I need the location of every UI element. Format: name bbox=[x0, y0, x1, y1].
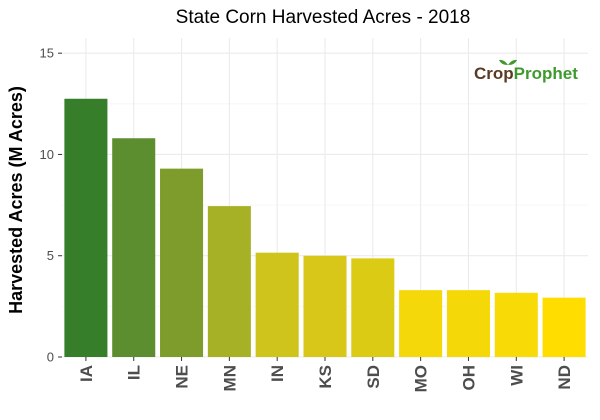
logo-crop-text: Crop bbox=[474, 64, 514, 83]
x-tick-label: MO bbox=[412, 365, 431, 392]
y-tick-label: 10 bbox=[40, 147, 54, 162]
x-tick-label: IL bbox=[125, 365, 144, 380]
bar-oh bbox=[446, 290, 490, 357]
x-tick-label: SD bbox=[364, 365, 383, 389]
y-tick-label: 0 bbox=[47, 350, 54, 365]
x-tick-label: OH bbox=[459, 365, 478, 391]
logo-wordmark: CropProphet bbox=[474, 64, 578, 83]
bar-in bbox=[255, 252, 299, 357]
y-axis-ticks: 0 5 10 15 bbox=[40, 46, 62, 365]
bar-ne bbox=[160, 168, 204, 357]
bar-nd bbox=[542, 297, 586, 357]
y-axis-label: Harvested Acres (M Acres) bbox=[6, 86, 26, 314]
logo-prophet-text: Prophet bbox=[514, 64, 579, 83]
x-tick-label: WI bbox=[507, 365, 526, 386]
bars bbox=[64, 98, 586, 357]
x-tick-label: NE bbox=[173, 365, 192, 389]
bar-sd bbox=[351, 258, 395, 357]
x-axis-ticks: IA IL NE MN IN KS SD MO OH WI ND bbox=[77, 357, 574, 392]
bar-ks bbox=[303, 255, 347, 357]
y-tick-label: 15 bbox=[40, 46, 54, 61]
x-tick-label: IA bbox=[77, 365, 96, 382]
x-tick-label: ND bbox=[555, 365, 574, 390]
plot-panel: CropProphet bbox=[62, 38, 588, 358]
cropprophet-logo: CropProphet bbox=[474, 59, 578, 83]
bar-wi bbox=[494, 292, 538, 357]
x-tick-label: IN bbox=[268, 365, 287, 382]
chart-title: State Corn Harvested Acres - 2018 bbox=[176, 7, 471, 28]
x-tick-label: KS bbox=[316, 365, 335, 389]
bar-il bbox=[112, 138, 156, 357]
bar-ia bbox=[64, 98, 108, 357]
seedling-icon bbox=[499, 59, 517, 65]
bar-mn bbox=[207, 206, 251, 357]
bar-mo bbox=[399, 290, 443, 357]
x-tick-label: MN bbox=[220, 365, 239, 391]
y-tick-label: 5 bbox=[47, 248, 54, 263]
